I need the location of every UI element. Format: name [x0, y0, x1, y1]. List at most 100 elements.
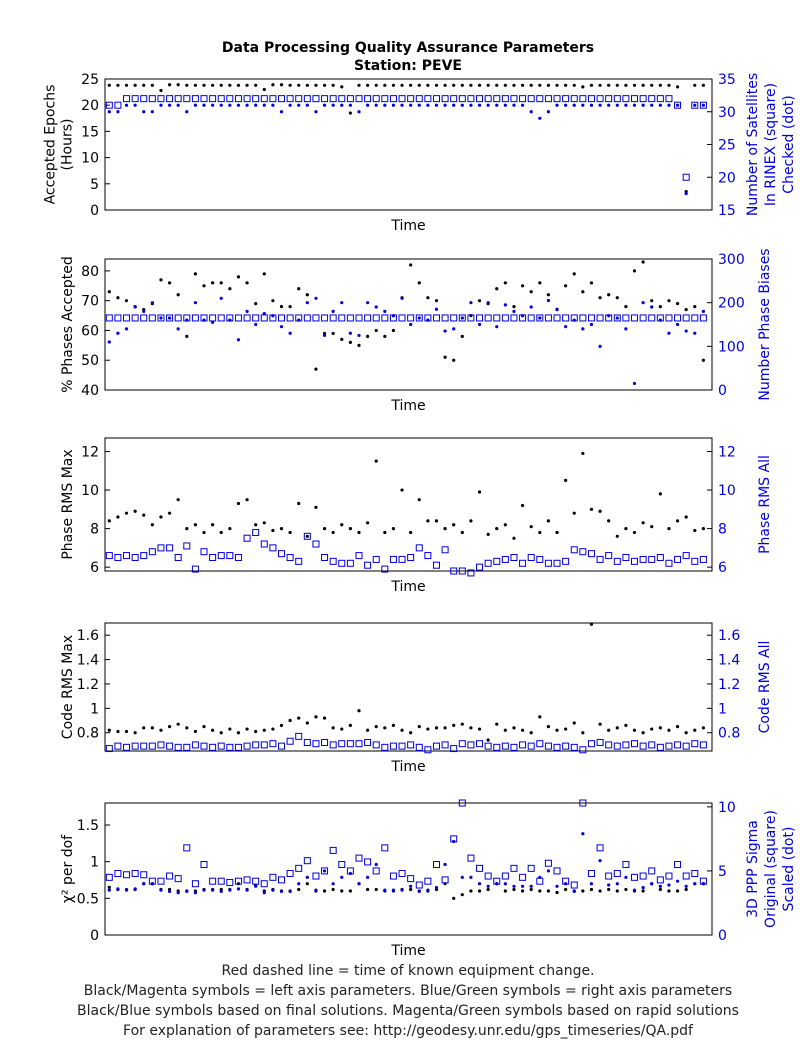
data-point-square	[674, 741, 682, 749]
data-point-square	[217, 877, 225, 885]
data-point-square	[105, 101, 113, 109]
data-point-dot	[383, 309, 387, 313]
data-point-square	[424, 552, 432, 560]
data-point-dot	[615, 83, 619, 87]
data-point-square	[123, 871, 131, 879]
y-axis-label: (Hours)	[60, 119, 76, 171]
data-point-dot	[297, 83, 301, 87]
data-point-dot	[185, 110, 189, 114]
data-point-square	[562, 742, 570, 750]
data-point-dot	[133, 887, 137, 891]
data-point-square	[570, 881, 578, 889]
right-tick-label: 30	[718, 105, 736, 121]
data-point-dot	[641, 521, 645, 525]
y2-axis-label: 3D PPP Sigma	[745, 820, 761, 918]
data-point-dot	[693, 728, 697, 732]
data-point-square	[303, 857, 311, 865]
data-point-square	[148, 95, 156, 103]
data-point-dot	[297, 501, 301, 506]
data-point-dot	[236, 887, 241, 891]
data-point-dot	[520, 884, 525, 888]
data-point-square	[450, 95, 458, 103]
data-point-dot	[564, 727, 568, 731]
data-point-square	[699, 101, 707, 109]
data-point-dot	[374, 887, 378, 892]
data-point-square	[467, 854, 475, 862]
data-point-dot	[658, 884, 662, 888]
data-point-dot	[581, 889, 585, 893]
data-point-dot	[581, 832, 585, 836]
data-point-dot	[546, 110, 551, 114]
data-point-square	[665, 559, 673, 567]
data-point-dot	[167, 316, 172, 320]
data-point-square	[656, 95, 664, 103]
data-point-dot	[193, 301, 198, 305]
data-point-dot	[701, 358, 705, 362]
data-point-dot	[477, 322, 482, 327]
data-point-square	[639, 742, 647, 750]
data-point-dot	[632, 530, 637, 535]
data-point-square	[441, 876, 449, 884]
data-point-dot	[322, 889, 327, 893]
data-point-dot	[512, 309, 516, 313]
x-axis-label: Time	[390, 579, 425, 595]
data-point-square	[243, 742, 251, 750]
data-point-dot	[176, 327, 180, 331]
chart-title: Data Processing Quality Assurance Parame…	[222, 40, 594, 56]
data-point-dot	[607, 519, 611, 523]
data-point-square	[114, 101, 122, 109]
data-point-square	[312, 872, 320, 880]
left-tick-label: 0.8	[77, 726, 99, 742]
data-point-square	[407, 314, 415, 322]
data-point-dot	[211, 320, 215, 324]
data-point-square	[501, 872, 509, 880]
data-point-dot	[632, 103, 637, 107]
data-point-square	[364, 95, 372, 103]
data-point-square	[278, 742, 286, 750]
data-point-square	[527, 554, 535, 562]
data-point-dot	[193, 272, 198, 276]
data-point-dot	[684, 308, 688, 312]
data-point-dot	[133, 509, 137, 513]
data-point-dot	[236, 338, 241, 342]
data-point-square	[114, 314, 122, 322]
data-point-dot	[452, 723, 456, 728]
data-point-square	[234, 554, 242, 562]
data-point-dot	[572, 272, 576, 276]
data-point-dot	[693, 331, 697, 335]
data-point-dot	[288, 889, 292, 894]
data-point-square	[346, 740, 354, 748]
data-point-square	[312, 314, 320, 322]
data-point-square	[467, 741, 475, 749]
data-point-square	[648, 555, 656, 563]
data-point-dot	[107, 519, 111, 523]
data-point-square	[364, 858, 372, 866]
data-point-dot	[417, 498, 421, 502]
data-point-square	[622, 741, 630, 749]
data-point-square	[510, 864, 518, 872]
data-point-square	[562, 557, 570, 565]
data-point-dot	[340, 103, 344, 107]
data-point-square	[278, 876, 286, 884]
data-point-square	[484, 559, 492, 567]
data-point-square	[398, 869, 406, 877]
data-point-dot	[693, 882, 697, 886]
data-point-dot	[555, 890, 559, 895]
data-point-dot	[572, 83, 576, 87]
data-point-dot	[615, 726, 619, 730]
data-point-square	[562, 314, 570, 322]
right-tick-label: 1.4	[718, 653, 740, 669]
data-point-dot	[529, 83, 533, 87]
series-2	[105, 799, 707, 889]
data-point-dot	[107, 340, 111, 344]
data-point-dot	[116, 296, 120, 300]
data-point-dot	[650, 305, 654, 309]
data-point-square	[682, 872, 690, 880]
data-point-square	[691, 869, 699, 877]
data-point-square	[183, 542, 191, 550]
data-point-square	[570, 95, 578, 103]
data-point-dot	[245, 83, 249, 87]
data-point-square	[699, 314, 707, 322]
data-point-dot	[452, 358, 456, 362]
data-point-dot	[374, 83, 378, 87]
